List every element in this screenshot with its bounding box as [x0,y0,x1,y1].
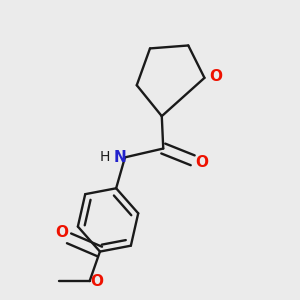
Text: N: N [114,150,126,165]
Text: O: O [195,155,208,170]
Text: O: O [91,274,103,289]
Text: H: H [100,150,110,164]
Text: O: O [209,69,222,84]
Text: O: O [55,225,68,240]
